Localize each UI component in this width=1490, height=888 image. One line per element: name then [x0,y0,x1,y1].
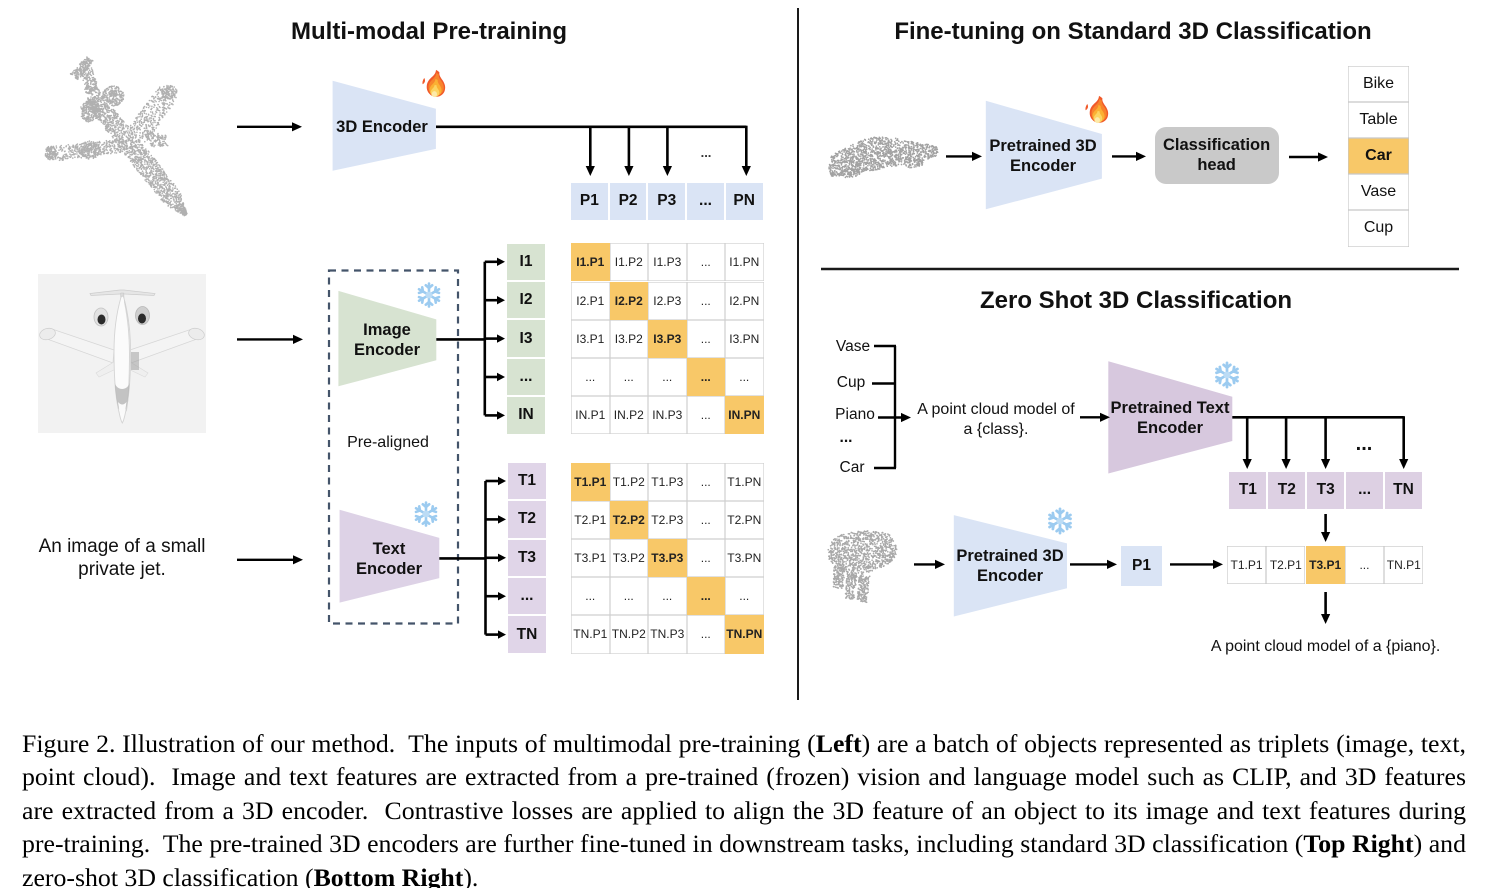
svg-text:...: ... [1356,433,1373,455]
svg-text:...: ... [701,145,712,160]
